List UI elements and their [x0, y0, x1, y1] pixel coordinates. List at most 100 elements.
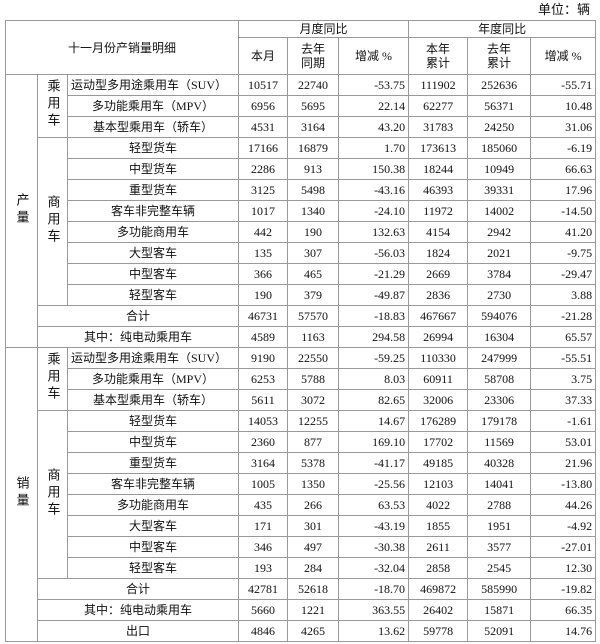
- cell-value: 2858: [408, 557, 469, 579]
- table-row: 客车非完整车辆 1005 1350 -25.56 12103 14041 -13.80: [6, 473, 597, 495]
- table-row: 中型货车 2360 877 169.10 17702 11569 53.01: [6, 431, 597, 453]
- column-header: 本月: [238, 37, 289, 75]
- cell-value: 22740: [287, 74, 340, 96]
- group-label: 商用车: [37, 137, 68, 306]
- cell-value: -25.56: [338, 473, 410, 495]
- cell-value: 2669: [408, 263, 469, 285]
- cell-value: -32.04: [338, 557, 410, 579]
- cell-value: 12103: [408, 473, 469, 495]
- table-row: 产量 乘用车 运动型多用途乘用车（SUV） 10517 22740 -53.75 11190…: [5, 74, 597, 348]
- row-name: 多功能商用车: [66, 221, 240, 243]
- table-row: 本月 去年 同期 增减 % 本年 累计 去年 累计 增减 %: [6, 37, 597, 75]
- cell-value: 1221: [287, 599, 340, 621]
- cell-value: 173613: [408, 137, 469, 159]
- cell-value: 1951: [467, 515, 532, 537]
- cell-value: 877: [287, 431, 340, 453]
- row-name: 大型客车: [66, 242, 240, 264]
- cell-value: 294.58: [338, 326, 410, 348]
- cell-value: 1163: [287, 326, 340, 348]
- cell-value: 301: [287, 515, 340, 537]
- table-row: 十一月份产销量明细 月度同比 年度同比: [4, 20, 597, 75]
- table-row: 商用车 轻型货车 14053 12255 14.67 176289 179178 -1.61: [6, 410, 597, 579]
- cell-value: 5660: [238, 599, 289, 621]
- row-name: 轻型客车: [66, 284, 240, 306]
- cell-value: -14.50: [530, 200, 597, 222]
- cell-value: -19.82: [530, 578, 597, 600]
- row-name: 轻型货车: [66, 137, 240, 159]
- row-name: 中型货车: [66, 431, 240, 453]
- cell-value: 62277: [408, 95, 469, 117]
- cell-value: -43.16: [338, 179, 410, 201]
- cell-value: 56371: [467, 95, 532, 117]
- table-row: 其中：纯电动乘用车 5660 1221 363.55 26402 15871 66.35: [6, 599, 597, 621]
- table-row: 轻型客车 190 379 -49.87 2836 2730 3.88: [6, 284, 597, 306]
- cell-value: 49185: [408, 452, 469, 474]
- cell-value: 52618: [287, 578, 340, 600]
- row-name: 中型客车: [66, 263, 240, 285]
- cell-value: 5695: [287, 95, 340, 117]
- cell-value: 13.62: [338, 620, 410, 642]
- cell-value: 26994: [408, 326, 469, 348]
- cell-value: 5788: [287, 368, 340, 390]
- cell-value: 1.70: [338, 137, 410, 159]
- group-label: 乘用车: [37, 347, 68, 411]
- cell-value: 65.57: [530, 326, 597, 348]
- cell-value: 363.55: [338, 599, 410, 621]
- table-row: 合计 46731 57570 -18.83 467667 594076 -21.28: [6, 305, 597, 327]
- cell-value: 21.96: [530, 452, 597, 474]
- table-row: 轻型客车 193 284 -32.04 2858 2545 12.30: [6, 557, 597, 579]
- cell-value: 5498: [287, 179, 340, 201]
- row-name: 客车非完整车辆: [66, 473, 240, 495]
- column-group: 年度同比: [408, 20, 597, 38]
- cell-value: 193: [238, 557, 289, 579]
- cell-value: 53.01: [530, 431, 597, 453]
- table-row: 客车非完整车辆 1017 1340 -24.10 11972 14002 -14.50: [6, 200, 597, 222]
- total-name: 合计: [36, 305, 240, 327]
- total-name: 合计: [36, 578, 240, 600]
- cell-value: 3784: [467, 263, 532, 285]
- table-row: 大型客车 135 307 -56.03 1824 2021 -9.75: [6, 242, 597, 264]
- cell-value: -6.19: [530, 137, 597, 159]
- cell-value: -55.71: [530, 74, 597, 96]
- total-name: 其中：纯电动乘用车: [36, 326, 240, 348]
- cell-value: 169.10: [338, 431, 410, 453]
- cell-value: 171: [238, 515, 289, 537]
- cell-value: 16304: [467, 326, 532, 348]
- cell-value: 17.96: [530, 179, 597, 201]
- cell-value: 307: [287, 242, 340, 264]
- cell-value: -49.87: [338, 284, 410, 306]
- cell-value: 60911: [408, 368, 469, 390]
- cell-value: 1350: [287, 473, 340, 495]
- cell-value: 585990: [467, 578, 532, 600]
- cell-value: 4265: [287, 620, 340, 642]
- cell-value: 379: [287, 284, 340, 306]
- total-name: 其中：纯电动乘用车: [36, 599, 240, 621]
- cell-value: -21.29: [338, 263, 410, 285]
- table-row: 其中：纯电动乘用车 4589 1163 294.58 26994 16304 65.57: [6, 326, 597, 348]
- cell-value: -56.03: [338, 242, 410, 264]
- section-label-text: 产量: [14, 192, 30, 227]
- cell-value: 82.65: [338, 389, 410, 411]
- cell-value: 435: [238, 494, 289, 516]
- cell-value: -41.17: [338, 452, 410, 474]
- cell-value: 3072: [287, 389, 340, 411]
- cell-value: 110330: [408, 347, 469, 369]
- cell-value: 37.33: [530, 389, 597, 411]
- data-table: 十一月份产销量明细 月度同比 年度同比 本月 去年 同期 增减 % 本年 累计 去年 累计 增减…: [4, 20, 597, 642]
- cell-value: 185060: [467, 137, 532, 159]
- cell-value: 111902: [408, 74, 469, 96]
- cell-value: 31783: [408, 116, 469, 138]
- cell-value: -55.51: [530, 347, 597, 369]
- cell-value: 469872: [408, 578, 469, 600]
- cell-value: 2545: [467, 557, 532, 579]
- cell-value: 11972: [408, 200, 469, 222]
- row-name: 中型货车: [66, 158, 240, 180]
- table-row: 中型客车 346 497 -30.38 2611 3577 -27.01: [6, 536, 597, 558]
- cell-value: 10949: [467, 158, 532, 180]
- cell-value: 176289: [408, 410, 469, 432]
- column-header: 增减 %: [530, 37, 597, 75]
- cell-value: 12.30: [530, 557, 597, 579]
- cell-value: 366: [238, 263, 289, 285]
- table-row: 重型货车 3125 5498 -43.16 46393 39331 17.96: [6, 179, 597, 201]
- cell-value: 179178: [467, 410, 532, 432]
